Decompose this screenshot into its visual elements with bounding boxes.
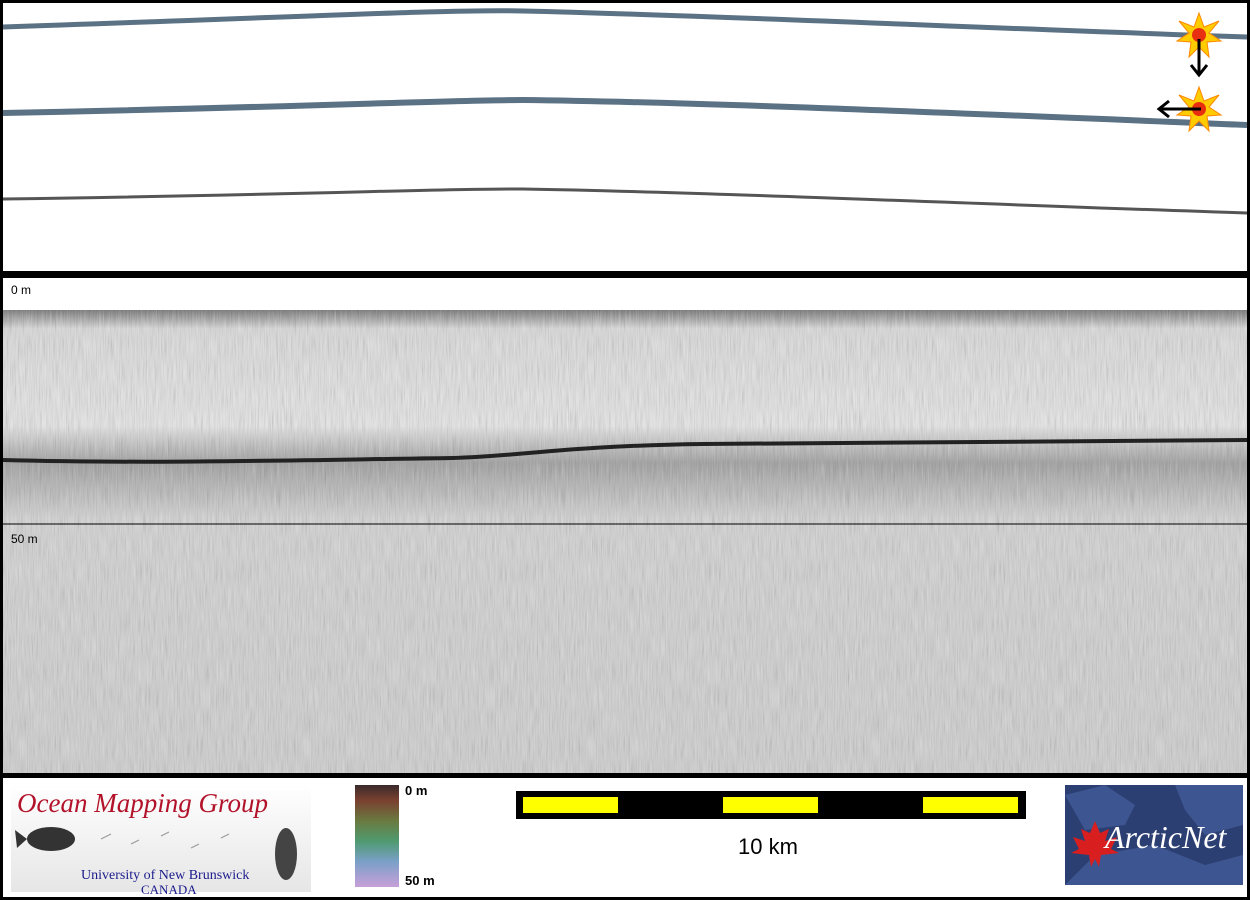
colorbar-bottom-label: 50 m bbox=[405, 873, 435, 888]
omg-logo-university: University of New Brunswick bbox=[81, 868, 250, 883]
profile-header: 0 m bbox=[3, 278, 1247, 310]
scale-segment bbox=[723, 797, 818, 813]
depth-label-50m: 50 m bbox=[11, 532, 38, 546]
arrow-left-icon bbox=[1156, 99, 1201, 119]
omg-logo-country: CANADA bbox=[141, 882, 197, 897]
omg-logo-art bbox=[15, 827, 297, 880]
scale-bar bbox=[516, 791, 1026, 819]
arcticnet-logo: ArcticNet bbox=[1065, 785, 1243, 885]
scale-bar-label: 10 km bbox=[738, 834, 798, 859]
swath-line-3 bbox=[2, 187, 1248, 215]
profile-image bbox=[2, 310, 1248, 773]
depth-label-0m: 0 m bbox=[11, 283, 32, 297]
arcticnet-logo-text: ArcticNet bbox=[1105, 819, 1227, 855]
seafloor-reflector bbox=[2, 438, 1248, 464]
omg-logo-title: Ocean Mapping Group bbox=[17, 788, 268, 818]
omg-logo: Ocean Mapping Group University of New Br… bbox=[11, 784, 311, 897]
arrow-down-icon bbox=[1189, 39, 1209, 78]
footer-panel: Ocean Mapping Group University of New Br… bbox=[3, 778, 1247, 897]
fish-icon bbox=[27, 827, 75, 851]
scale-segment bbox=[523, 797, 618, 813]
scale-segment bbox=[923, 797, 1018, 813]
swath-line-2 bbox=[2, 96, 1248, 128]
arcticnet-map bbox=[1065, 785, 1243, 885]
track-lines-svg bbox=[2, 8, 1248, 215]
track-plan-panel bbox=[2, 3, 1248, 271]
maple-leaf-icon bbox=[1071, 821, 1119, 867]
seismic-profile-panel: 50 m bbox=[2, 310, 1248, 773]
swath-line-1 bbox=[2, 8, 1248, 40]
colorbar-top-label: 0 m bbox=[405, 783, 428, 798]
fish-icon bbox=[275, 828, 297, 880]
depth-colorbar bbox=[355, 785, 399, 887]
